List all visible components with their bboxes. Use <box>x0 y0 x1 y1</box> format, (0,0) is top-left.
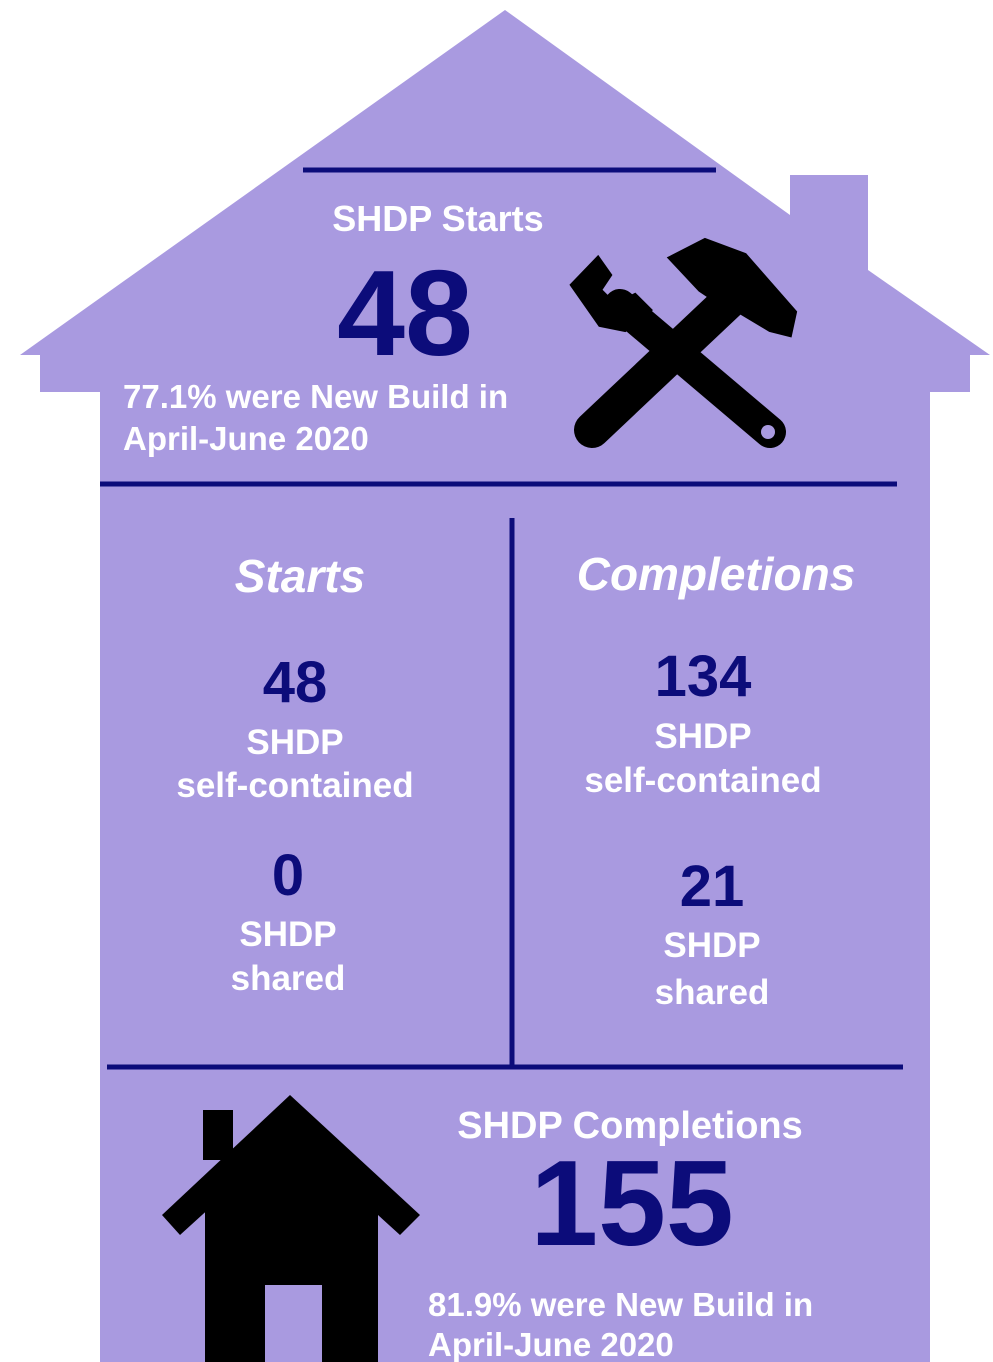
tools-icon <box>569 237 798 448</box>
house-icon <box>162 1095 420 1362</box>
starts-title: SHDP Starts <box>332 198 543 239</box>
completions-note: 81.9% were New Build in <box>428 1286 813 1323</box>
stat-label: SHDP <box>239 915 336 954</box>
stat-label: SHDP <box>246 723 343 762</box>
completions-title: SHDP Completions <box>457 1105 803 1147</box>
stat-label: SHDP <box>663 926 760 965</box>
stat-value: 0 <box>272 843 304 908</box>
stat-label: shared <box>231 959 346 998</box>
completions-note: April-June 2020 <box>428 1326 674 1362</box>
house-background <box>20 10 990 1362</box>
starts-note: 77.1% were New Build in <box>123 378 508 415</box>
starts-heading: Starts <box>235 550 365 602</box>
stat-value: 48 <box>263 650 328 715</box>
starts-note: April-June 2020 <box>123 420 369 457</box>
stat-value: 21 <box>680 854 745 919</box>
stat-value: 134 <box>655 644 752 709</box>
stat-label: shared <box>655 973 770 1012</box>
completions-total: 155 <box>530 1135 734 1271</box>
completions-heading: Completions <box>577 548 856 600</box>
stat-label: SHDP <box>654 717 751 756</box>
stat-label: self-contained <box>584 761 821 800</box>
stat-label: self-contained <box>176 766 413 805</box>
starts-total: 48 <box>337 245 473 381</box>
